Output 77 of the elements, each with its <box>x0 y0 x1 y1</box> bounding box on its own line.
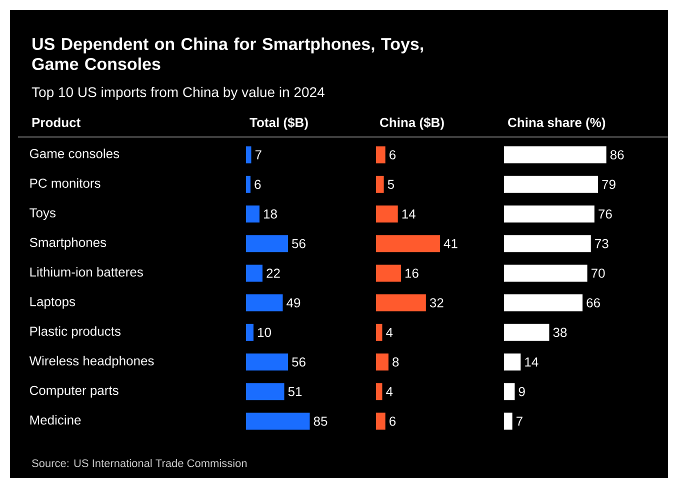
bar <box>504 383 515 400</box>
data-label: 76 <box>598 209 612 219</box>
data-label: 4 <box>386 328 393 337</box>
bar <box>246 235 288 252</box>
y-tick-label: Toys <box>30 208 56 220</box>
x-axis-title: Total ($B) <box>250 117 308 130</box>
bar <box>376 412 386 430</box>
data-label: 18 <box>264 209 277 219</box>
y-tick-label: Lithium-ion batteres <box>30 267 143 277</box>
y-tick-label: Game consoles <box>30 148 120 158</box>
bar <box>376 235 440 252</box>
data-label: 7 <box>255 150 262 160</box>
data-label: 51 <box>288 387 302 396</box>
data-label: 14 <box>525 358 538 366</box>
data-label: 7 <box>516 416 522 426</box>
x-axis-title: China share (%) <box>508 118 606 130</box>
bar <box>376 176 384 193</box>
data-label: 4 <box>386 387 393 396</box>
bar <box>376 264 401 282</box>
y-axis-title: Product <box>32 118 80 128</box>
bar <box>246 176 250 193</box>
y-tick-label: PC monitors <box>30 178 100 188</box>
data-label: 32 <box>430 298 444 308</box>
y-tick-label: Laptops <box>30 297 76 309</box>
bar <box>504 354 521 371</box>
bar <box>504 176 598 193</box>
chart-subtitle: Top 10 US imports from China by value in 2024 <box>32 86 324 100</box>
data-label: 66 <box>586 298 600 308</box>
bar <box>376 206 398 222</box>
data-label: 10 <box>258 328 271 338</box>
bar <box>376 294 426 312</box>
bar <box>246 383 284 400</box>
data-label: 56 <box>292 239 306 248</box>
bar <box>376 146 386 164</box>
bar <box>376 354 388 371</box>
data-label: 6 <box>390 416 396 426</box>
bar <box>246 324 254 341</box>
bar <box>504 206 594 222</box>
data-label: 70 <box>592 268 605 278</box>
data-label: 14 <box>402 210 416 218</box>
y-tick-label: Computer parts <box>30 386 118 398</box>
data-label: 73 <box>595 239 608 248</box>
data-label: 6 <box>254 180 261 190</box>
y-tick-label: Wireless headphones <box>29 356 154 368</box>
data-label: 85 <box>314 416 328 426</box>
data-label: 6 <box>390 150 396 160</box>
data-label: 9 <box>518 387 525 396</box>
bar <box>504 324 550 341</box>
bar <box>246 354 288 371</box>
bar <box>376 324 382 341</box>
data-label: 56 <box>292 357 306 367</box>
data-label: 22 <box>266 268 280 278</box>
bar <box>376 383 382 400</box>
data-label: 5 <box>388 180 394 189</box>
bar <box>504 412 512 430</box>
bar <box>504 294 583 312</box>
x-axis-title: China ($B) <box>380 117 444 130</box>
y-tick-label: Smartphones <box>30 237 106 250</box>
y-tick-label: Medicine <box>30 415 81 425</box>
bar <box>246 294 283 312</box>
data-label: 38 <box>553 328 567 338</box>
chart-title: US Dependent on China for Smartphones, Toys, Game Consoles <box>32 38 424 70</box>
bar <box>504 146 606 164</box>
bar <box>246 206 260 223</box>
bar <box>504 264 588 282</box>
bar <box>246 264 262 282</box>
data-label: 8 <box>392 357 399 367</box>
y-tick-label: Plastic products <box>30 326 121 338</box>
data-label: 79 <box>602 180 616 190</box>
data-label: 86 <box>610 150 624 160</box>
data-label: 41 <box>444 239 458 248</box>
bar <box>504 235 591 252</box>
data-label: 16 <box>405 268 418 278</box>
bar <box>246 412 310 430</box>
bar <box>246 146 252 164</box>
data-label: 49 <box>286 298 300 308</box>
source-note: Source: US International Trade Commission <box>32 459 247 468</box>
